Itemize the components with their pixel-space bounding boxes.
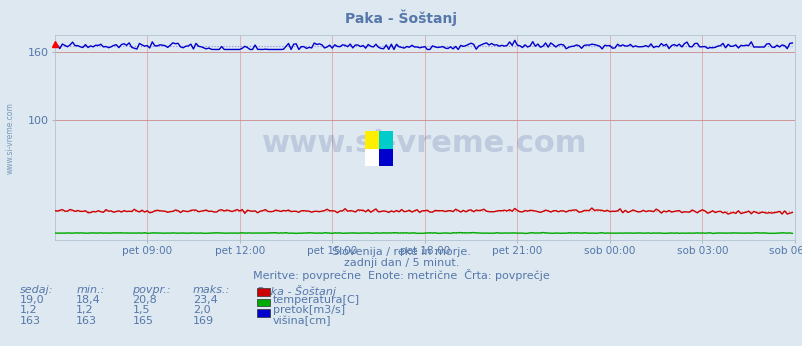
Text: 165: 165 bbox=[132, 316, 153, 326]
Text: 163: 163 bbox=[20, 316, 41, 326]
Text: 20,8: 20,8 bbox=[132, 295, 157, 305]
Text: 19,0: 19,0 bbox=[20, 295, 45, 305]
Text: 1,2: 1,2 bbox=[76, 305, 94, 315]
Text: Slovenija / reke in morje.: Slovenija / reke in morje. bbox=[332, 247, 470, 257]
Text: Paka - Šoštanj: Paka - Šoštanj bbox=[345, 10, 457, 26]
Bar bbox=[365, 149, 379, 166]
Text: www.si-vreme.com: www.si-vreme.com bbox=[261, 129, 587, 158]
Text: Paka - Šoštanj: Paka - Šoštanj bbox=[257, 285, 335, 298]
Bar bbox=[365, 131, 379, 149]
Text: povpr.:: povpr.: bbox=[132, 285, 171, 295]
Text: višina[cm]: višina[cm] bbox=[273, 316, 331, 326]
Bar bbox=[379, 131, 393, 149]
Text: sedaj:: sedaj: bbox=[20, 285, 54, 295]
Text: temperatura[C]: temperatura[C] bbox=[273, 295, 359, 305]
Bar bbox=[379, 149, 393, 166]
Text: 18,4: 18,4 bbox=[76, 295, 101, 305]
Text: Meritve: povprečne  Enote: metrične  Črta: povprečje: Meritve: povprečne Enote: metrične Črta:… bbox=[253, 269, 549, 281]
Text: min.:: min.: bbox=[76, 285, 104, 295]
Text: maks.:: maks.: bbox=[192, 285, 229, 295]
Text: 2,0: 2,0 bbox=[192, 305, 210, 315]
Text: 23,4: 23,4 bbox=[192, 295, 217, 305]
Text: 163: 163 bbox=[76, 316, 97, 326]
Text: pretok[m3/s]: pretok[m3/s] bbox=[273, 305, 345, 315]
Text: www.si-vreme.com: www.si-vreme.com bbox=[6, 102, 15, 174]
Text: zadnji dan / 5 minut.: zadnji dan / 5 minut. bbox=[343, 258, 459, 268]
Text: 169: 169 bbox=[192, 316, 213, 326]
Text: 1,2: 1,2 bbox=[20, 305, 38, 315]
Text: 1,5: 1,5 bbox=[132, 305, 150, 315]
